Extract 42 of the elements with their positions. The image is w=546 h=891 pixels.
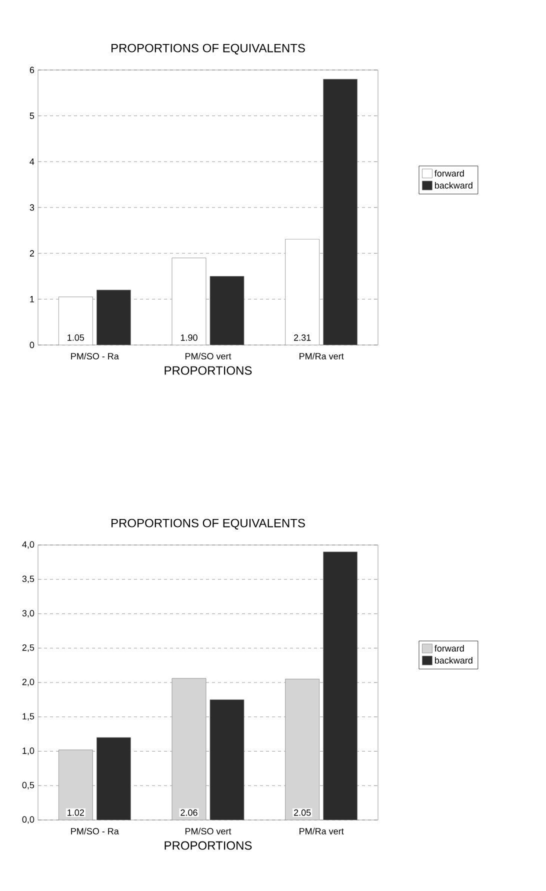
y-tick-label: 1,5 — [22, 713, 34, 721]
y-tick-label: 4 — [30, 158, 34, 165]
legend-label: forward — [434, 170, 464, 177]
chart-title: PROPORTIONS OF EQUIVALENTS — [112, 44, 305, 54]
bar — [210, 699, 244, 820]
y-tick-label: 1,0 — [22, 748, 34, 755]
data-label: 1.05 — [68, 334, 84, 341]
data-label: 1.02 — [68, 809, 84, 816]
x-axis-title: PROPORTIONS — [164, 366, 252, 375]
y-tick-label: 6 — [30, 66, 34, 74]
y-tick-label: 5 — [30, 112, 34, 119]
bar — [96, 737, 131, 820]
y-tick-label: 4,0 — [22, 541, 34, 549]
y-tick-label: 0 — [30, 342, 34, 348]
x-tick-label: PM/SO - Ra — [71, 828, 119, 834]
y-tick-label: 2,0 — [22, 678, 34, 686]
y-tick-label: 0,0 — [22, 816, 34, 824]
data-label: 2.05 — [294, 809, 311, 816]
y-tick-label: 2 — [30, 250, 34, 256]
legend-label: backward — [434, 182, 472, 189]
x-tick-label: PM/SO - Ra — [71, 352, 119, 360]
legend-label: forward — [434, 644, 464, 652]
x-axis-title: PROPORTIONS — [164, 841, 252, 850]
bar — [323, 552, 358, 820]
y-tick-label: 1 — [30, 296, 34, 302]
x-tick-label: PM/SO vert — [185, 828, 232, 834]
x-tick-label: PM/SO vert — [185, 352, 232, 360]
chart-title: PROPORTIONS OF EQUIVALENTS — [112, 518, 305, 530]
bar — [323, 78, 358, 345]
y-tick-label: 2,5 — [22, 644, 34, 652]
legend-label: backward — [434, 656, 472, 664]
data-label: 2.06 — [180, 809, 198, 816]
data-label: 2.31 — [294, 334, 311, 341]
bar — [96, 290, 131, 345]
y-tick-label: 3,5 — [22, 576, 34, 584]
y-tick-label: 3,0 — [22, 610, 34, 618]
x-tick-label: PM/Ra vert — [300, 352, 344, 360]
bar — [210, 276, 244, 345]
y-tick-label: 3 — [30, 204, 34, 211]
x-tick-label: PM/Ra vert — [300, 828, 344, 834]
data-label: 1.90 — [180, 334, 198, 341]
y-tick-label: 0,5 — [22, 782, 34, 790]
